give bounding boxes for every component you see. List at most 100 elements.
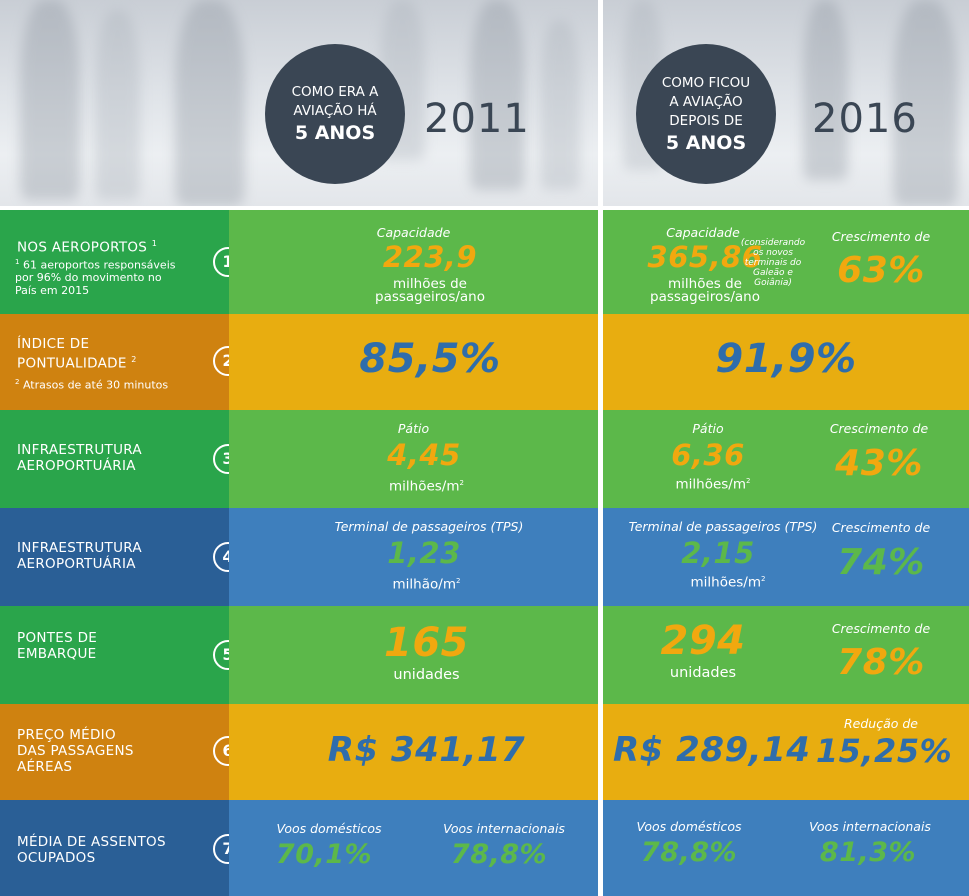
row-label-line1: MÉDIA DE ASSENTOS [17,834,166,850]
after-unit: unidades [669,665,737,681]
before-international-caption: Voos internacionais [443,821,565,836]
row-infra-terminal: INFRAESTRUTURA AEROPORTUÁRIA 4 Terminal … [0,508,969,606]
badge-after-line1: COMO FICOU [661,74,751,91]
before-unit: milhão/m2 [392,576,461,593]
before-value: 1,23 [387,536,461,570]
row-seat-occupancy: MÉDIA DE ASSENTOS OCUPADOS 7 Voos domést… [0,800,969,896]
row-label-cell: NOS AEROPORTOS 1 1 61 aeroportos respons… [0,210,229,314]
badge-before-line3: 5 ANOS [294,122,376,144]
after-aside-note: (considerando os novos terminais do Gale… [740,238,806,288]
growth-value: 15,25% [815,732,953,770]
after-international-value: 81,3% [819,837,917,868]
header-badge-before: COMO ERA A AVIAÇÃO HÁ 5 ANOS [265,44,405,184]
after-caption: Capacidade [666,225,740,240]
growth-value: 43% [835,443,923,484]
before-unit: milhões/m2 [389,478,464,495]
badge-after-line2: A AVIAÇÃO [669,93,743,110]
after-caption: Pátio [692,421,724,436]
row-label-cell: INFRAESTRUTURA AEROPORTUÁRIA [0,508,229,606]
before-unit-line1: milhões de [393,276,467,292]
before-domestic-caption: Voos domésticos [276,821,382,836]
after-international-caption: Voos internacionais [809,819,931,834]
row-label-line2: AEROPORTUÁRIA [17,458,136,474]
after-caption: Terminal de passageiros (TPS) [628,519,818,534]
row-before-cell: Voos domésticos 70,1% Voos internacionai… [229,800,598,896]
row-label-line1: PONTES DE [17,630,98,646]
before-international-value: 78,8% [450,839,548,870]
after-value: 6,36 [671,438,745,472]
row-airports: NOS AEROPORTOS 1 1 61 aeroportos respons… [0,210,969,314]
after-value: 91,9% [715,336,857,382]
row-label-line2: AEROPORTUÁRIA [17,556,136,572]
before-caption: Capacidade [376,225,451,240]
row-label-line2: DAS PASSAGENS [17,743,134,759]
row-label-line1: ÍNDICE DE [17,336,90,352]
row-label-line1: PREÇO MÉDIO [17,727,116,743]
growth-value: 78% [837,642,925,683]
row-label-line2: EMBARQUE [17,646,97,662]
growth-caption: Crescimento de [829,421,929,436]
before-value: 223,9 [382,240,478,274]
row-label-cell: INFRAESTRUTURA AEROPORTUÁRIA [0,410,229,508]
row-after-cell: 294 unidades Crescimento de 78% [603,606,969,704]
row-after-cell: Capacidade 365,86 milhões de passageiros… [603,210,969,314]
row-before-cell: Pátio 4,45 milhões/m2 [229,410,598,508]
growth-caption: Redução de [843,716,918,731]
after-unit-line2: passageiros/ano [650,289,760,305]
growth-caption: Crescimento de [831,621,931,636]
after-value: 365,86 [647,240,763,274]
row-label-cell: MÉDIA DE ASSENTOS OCUPADOS [0,800,229,896]
growth-caption: Crescimento de [831,520,931,535]
row-label-cell: PONTES DE EMBARQUE [0,606,229,704]
row-note: 2 Atrasos de até 30 minutos [15,378,169,392]
row-label-cell: ÍNDICE DE PONTUALIDADE 2 2 Atrasos de at… [0,314,229,410]
after-value: 294 [660,618,746,664]
row-before-cell: Terminal de passageiros (TPS) 1,23 milhã… [229,508,598,606]
before-unit: unidades [393,667,460,683]
row-after-cell: Terminal de passageiros (TPS) 2,15 milhõ… [603,508,969,606]
growth-caption: Crescimento de [831,229,931,244]
before-caption: Pátio [397,421,430,436]
before-value: 4,45 [387,438,461,472]
row-infra-apron: INFRAESTRUTURA AEROPORTUÁRIA 3 Pátio 4,4… [0,410,969,508]
before-domestic-value: 70,1% [275,839,373,870]
year-after: 2016 [812,96,918,142]
year-before: 2011 [424,96,530,142]
after-domestic-value: 78,8% [640,837,738,868]
row-after-cell: Pátio 6,36 milhões/m2 Crescimento de 43% [603,410,969,508]
before-value: 85,5% [359,336,501,382]
row-label: NOS AEROPORTOS 1 [17,239,158,256]
after-unit: milhões/m2 [675,476,751,493]
before-caption: Terminal de passageiros (TPS) [334,519,524,534]
after-value: R$ 289,14 [613,730,811,770]
row-before-cell: 85,5% [229,314,598,410]
row-label-line2: PONTUALIDADE 2 [17,355,137,372]
after-domestic-caption: Voos domésticos [636,819,742,834]
before-unit-line2: passageiros/ano [375,289,485,305]
row-after-cell: R$ 289,14 Redução de 15,25% [603,704,969,800]
after-unit-line1: milhões de [668,276,742,292]
badge-before-line1: COMO ERA A [291,84,379,100]
after-value: 2,15 [681,536,755,570]
row-label-line1: INFRAESTRUTURA [17,540,142,556]
row-label-line1: INFRAESTRUTURA [17,442,142,458]
before-value: R$ 341,17 [327,730,526,770]
row-note: 1 61 aeroportos responsáveis por 96% do … [15,258,176,297]
badge-before-line2: AVIAÇÃO HÁ [293,103,377,119]
row-ticket-price: PREÇO MÉDIO DAS PASSAGENS AÉREAS 6 R$ 34… [0,704,969,800]
growth-value: 63% [837,250,925,291]
after-unit: milhões/m2 [690,574,766,591]
header-badge-after: COMO FICOU A AVIAÇÃO DEPOIS DE 5 ANOS [636,44,776,184]
row-before-cell: Capacidade 223,9 milhões de passageiros/… [229,210,598,314]
badge-after-line4: 5 ANOS [665,131,747,154]
row-label-cell: PREÇO MÉDIO DAS PASSAGENS AÉREAS [0,704,229,800]
row-label-line3: AÉREAS [17,759,73,775]
row-label-line2: OCUPADOS [17,850,96,866]
row-after-cell: 91,9% [603,314,969,410]
row-punctuality: ÍNDICE DE PONTUALIDADE 2 2 Atrasos de at… [0,314,969,410]
row-before-cell: R$ 341,17 [229,704,598,800]
before-value: 165 [384,620,469,666]
row-after-cell: Voos domésticos 78,8% Voos internacionai… [603,800,969,896]
row-boarding-bridges: PONTES DE EMBARQUE 5 165 unidades 294 un… [0,606,969,704]
row-before-cell: 165 unidades [229,606,598,704]
